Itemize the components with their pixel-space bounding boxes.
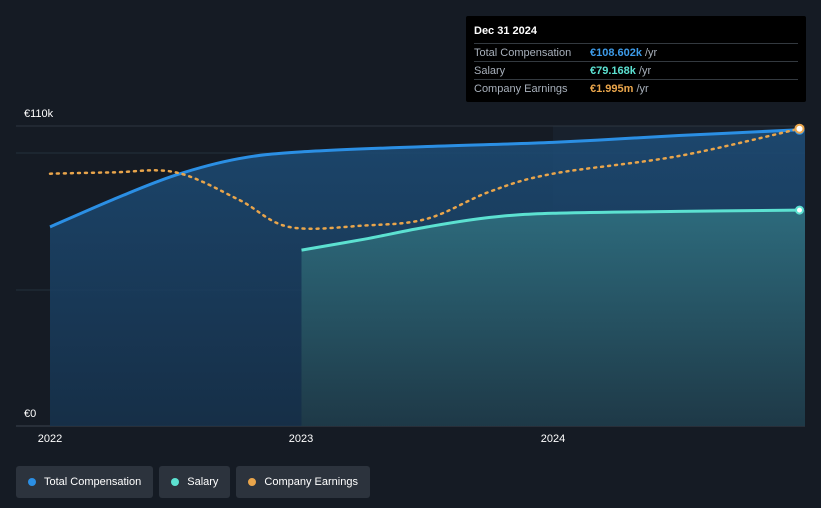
company-earnings-line <box>48 127 801 231</box>
legend-item-company-earnings[interactable]: Company Earnings <box>236 466 370 498</box>
y-axis-min-label: €0 <box>24 408 37 420</box>
legend-item-total-compensation[interactable]: Total Compensation <box>16 466 154 498</box>
tooltip-unit: /yr <box>636 82 649 95</box>
tooltip-date: Dec 31 2024 <box>474 25 537 37</box>
legend-dot-icon <box>248 478 257 486</box>
tooltip-unit: /yr <box>645 46 658 59</box>
x-tick-2022: 2022 <box>37 433 63 445</box>
tooltip-unit: /yr <box>638 64 652 77</box>
legend-label: Salary <box>187 476 219 488</box>
salary-area <box>301 210 805 426</box>
tooltip-row-company-earnings: Company Earnings €1.995m /yr <box>474 79 798 97</box>
legend-dot-icon <box>171 478 180 486</box>
tooltip-row-salary: Salary €79.168k /yr <box>474 61 798 79</box>
legend: Total Compensation Salary Company Earnin… <box>16 466 376 498</box>
tooltip-value: €1.995m <box>590 82 634 95</box>
total-compensation-line <box>49 128 800 229</box>
tooltip-value: €108.602k <box>590 46 642 59</box>
x-tick-2024: 2024 <box>540 433 566 445</box>
legend-label: Total Compensation <box>44 476 142 488</box>
salary-end-marker[interactable] <box>795 205 804 215</box>
tooltip-label: Total Compensation <box>474 46 572 59</box>
legend-dot-icon <box>28 478 36 486</box>
x-tick-2023: 2023 <box>288 433 314 445</box>
tooltip: Dec 31 2024 Total Compensation €108.602k… <box>466 16 806 102</box>
tooltip-label: Company Earnings <box>474 82 568 95</box>
compensation-chart <box>16 123 805 427</box>
y-axis-max-label: €110k <box>24 108 54 120</box>
company-earnings-end-marker[interactable] <box>794 123 805 134</box>
legend-item-salary[interactable]: Salary <box>159 466 231 498</box>
tooltip-value: €79.168k <box>590 64 636 77</box>
tooltip-label: Salary <box>474 64 506 77</box>
legend-label: Company Earnings <box>264 476 358 488</box>
tooltip-row-total-compensation: Total Compensation €108.602k /yr <box>474 43 798 61</box>
salary-line <box>301 208 800 252</box>
